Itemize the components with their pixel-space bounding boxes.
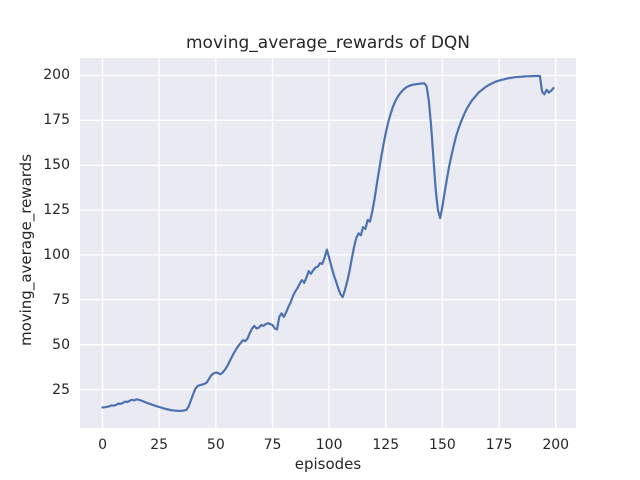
x-tick-label: 50 xyxy=(206,437,225,453)
x-axis-label: episodes xyxy=(294,455,362,473)
y-tick-label: 100 xyxy=(43,246,70,263)
x-tick-label: 125 xyxy=(372,437,400,453)
plot-area xyxy=(80,58,576,428)
x-tick-label: 0 xyxy=(98,437,107,453)
y-tick-label: 125 xyxy=(43,202,70,219)
x-tick-label: 200 xyxy=(542,437,570,453)
y-tick-label: 50 xyxy=(52,336,70,353)
y-tick-label: 150 xyxy=(43,157,70,174)
y-tick-label: 200 xyxy=(43,67,70,84)
plot-svg xyxy=(80,58,576,428)
x-tick-label: 150 xyxy=(429,437,456,453)
y-tick-label: 25 xyxy=(52,381,70,398)
x-tick-label: 100 xyxy=(315,437,343,453)
axes-background xyxy=(80,58,576,428)
x-tick-label: 175 xyxy=(485,437,513,453)
x-tick-label: 25 xyxy=(150,437,169,453)
reward-line-series xyxy=(101,74,555,412)
x-tick-label: 75 xyxy=(263,437,282,453)
chart-title: moving_average_rewards of DQN xyxy=(185,33,471,53)
y-tick-label: 175 xyxy=(43,112,70,129)
y-tick-label: 75 xyxy=(52,291,70,308)
